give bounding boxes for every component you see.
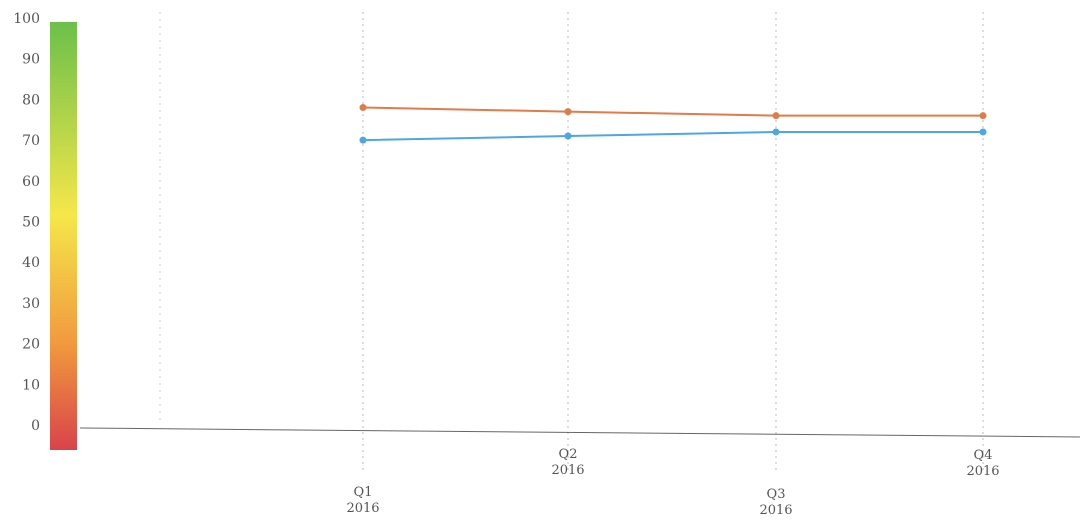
series bbox=[359, 104, 987, 144]
y-tick-label: 40 bbox=[22, 255, 40, 271]
series-line bbox=[362, 106, 983, 117]
x-tick-label: Q1 bbox=[354, 485, 373, 500]
y-tick-label: 20 bbox=[22, 337, 40, 353]
y-tick-label: 50 bbox=[22, 215, 40, 231]
data-point[interactable] bbox=[359, 104, 367, 112]
x-axis-line bbox=[79, 427, 1081, 438]
color-scale-bar bbox=[50, 22, 77, 450]
x-tick-year-label: 2016 bbox=[966, 464, 999, 479]
data-point[interactable] bbox=[979, 128, 987, 136]
data-point[interactable] bbox=[979, 112, 987, 120]
y-tick-label: 30 bbox=[22, 296, 40, 312]
x-tick-label: Q3 bbox=[767, 487, 786, 502]
y-tick-label: 70 bbox=[22, 133, 40, 149]
data-point[interactable] bbox=[772, 128, 780, 136]
data-point[interactable] bbox=[564, 132, 572, 140]
y-tick-label: 60 bbox=[22, 174, 40, 190]
data-point[interactable] bbox=[772, 112, 780, 120]
y-tick-label: 0 bbox=[31, 418, 40, 434]
x-tick-label: Q4 bbox=[974, 448, 993, 463]
x-tick-year-label: 2016 bbox=[346, 501, 379, 516]
y-axis-ticks: 0 10 20 30 40 50 60 70 80 90 100 bbox=[13, 11, 40, 434]
x-tick-year-label: 2016 bbox=[551, 463, 584, 478]
y-tick-label: 80 bbox=[22, 92, 40, 108]
data-point[interactable] bbox=[564, 108, 572, 116]
x-tick-label: Q2 bbox=[559, 447, 578, 462]
x-tick-year-label: 2016 bbox=[759, 503, 792, 518]
y-tick-label: 10 bbox=[22, 377, 40, 393]
y-tick-label: 100 bbox=[13, 11, 40, 27]
series-line bbox=[362, 130, 983, 142]
y-tick-label: 90 bbox=[22, 52, 40, 68]
grid bbox=[159, 12, 984, 470]
data-point[interactable] bbox=[359, 136, 367, 144]
